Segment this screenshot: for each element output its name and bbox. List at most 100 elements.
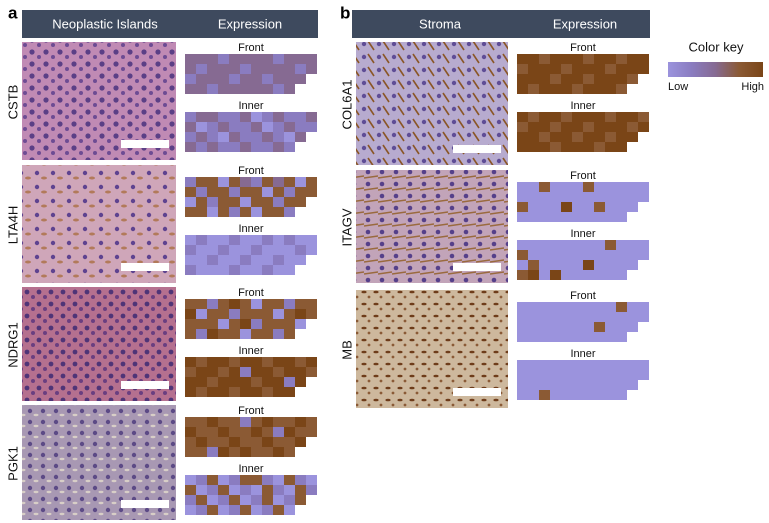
- heatmap-cell: [517, 202, 528, 212]
- heatmap-cell: [273, 437, 284, 447]
- heatmap-cell: [627, 380, 638, 390]
- heatmap-cell: [196, 387, 207, 397]
- heatmap-cell: [273, 319, 284, 329]
- heatmap-cell: [528, 260, 539, 270]
- heatmap-cell: [218, 265, 229, 275]
- heatmap-cell: [185, 84, 196, 94]
- heatmap-cell: [306, 485, 317, 495]
- color-key-bar: [668, 62, 763, 77]
- heatmap-cell: [262, 495, 273, 505]
- heatmap-cell: [273, 74, 284, 84]
- heatmap-cell: [594, 380, 605, 390]
- heatmap-cell: [594, 212, 605, 222]
- heatmap-cell: [185, 54, 196, 64]
- heatmap-cell: [251, 437, 262, 447]
- heatmap-cell: [539, 54, 550, 64]
- heatmap-cell: [196, 122, 207, 132]
- heatmap-cell: [262, 505, 273, 515]
- heatmap-cell: [218, 299, 229, 309]
- heatmap-cell: [572, 370, 583, 380]
- heatmap-cell: [616, 250, 627, 260]
- heatmap-cell: [196, 64, 207, 74]
- heatmap-cell: [273, 54, 284, 64]
- heatmap-cell: [583, 332, 594, 342]
- heatmap-cell: [251, 255, 262, 265]
- heatmap-cell: [251, 142, 262, 152]
- heatmap-cell: [627, 122, 638, 132]
- heatmap-cell: [594, 270, 605, 280]
- heatmap-cell: [262, 255, 273, 265]
- heatmap-cell: [185, 122, 196, 132]
- heatmap-cell: [594, 122, 605, 132]
- heatmap-cell: [638, 64, 649, 74]
- heatmap-cell: [284, 122, 295, 132]
- heatmap-cell: [627, 322, 638, 332]
- heatmap-cell: [207, 367, 218, 377]
- heatmap-cell: [627, 192, 638, 202]
- heatmap-cell: [605, 380, 616, 390]
- heatmap-cell: [594, 182, 605, 192]
- heatmap-cell: [196, 447, 207, 457]
- heatmap-cell: [207, 447, 218, 457]
- heatmap-cell: [251, 505, 262, 515]
- heatmap-cell: [196, 495, 207, 505]
- heatmap-cell: [262, 319, 273, 329]
- heatmap-cell: [594, 312, 605, 322]
- heatmap-cell: [218, 387, 229, 397]
- heatmap-cell: [196, 377, 207, 387]
- heatmap-cell: [251, 74, 262, 84]
- heatmap-cell: [306, 309, 317, 319]
- heatmap-cell: [229, 357, 240, 367]
- heatmap-cell: [284, 447, 295, 457]
- heatmap-cell: [284, 495, 295, 505]
- heatmap-cell: [594, 390, 605, 400]
- heatmap-cell: [605, 370, 616, 380]
- heatmap-cell: [295, 245, 306, 255]
- heatmap-cell: [207, 255, 218, 265]
- heatmap-cell: [528, 112, 539, 122]
- scale-bar: [121, 381, 169, 389]
- heatmap-cell: [262, 235, 273, 245]
- heatmap-cell: [229, 417, 240, 427]
- heatmap-cell: [262, 329, 273, 339]
- heatmap-cell: [572, 332, 583, 342]
- heatmap-cell: [572, 84, 583, 94]
- heatmap-cell: [605, 132, 616, 142]
- heatmap-cell: [583, 192, 594, 202]
- heatmap-cell: [196, 187, 207, 197]
- heatmap-cell: [207, 54, 218, 64]
- heatmap-cell: [229, 309, 240, 319]
- heatmap-cell: [539, 302, 550, 312]
- heatmap-cell: [583, 212, 594, 222]
- heatmap-cell: [185, 299, 196, 309]
- heatmap-cell: [262, 485, 273, 495]
- heatmap-cell: [517, 142, 528, 152]
- header-bar: [22, 10, 318, 38]
- heatmap-cell: [229, 235, 240, 245]
- header-bar: [352, 10, 650, 38]
- heatmap-cell: [616, 122, 627, 132]
- heatmap-label: Inner: [238, 345, 263, 357]
- heatmap-cell: [185, 207, 196, 217]
- heatmap-cell: [605, 270, 616, 280]
- heatmap-cell: [539, 202, 550, 212]
- heatmap-cell: [229, 197, 240, 207]
- heatmap-cell: [550, 380, 561, 390]
- heatmap-cell: [572, 260, 583, 270]
- heatmap-cell: [262, 187, 273, 197]
- heatmap-cell: [517, 54, 528, 64]
- heatmap-cell: [594, 370, 605, 380]
- heatmap-label: Inner: [238, 223, 263, 235]
- heatmap-cell: [229, 475, 240, 485]
- heatmap-cell: [251, 64, 262, 74]
- heatmap-cell: [605, 312, 616, 322]
- heatmap-cell: [572, 64, 583, 74]
- heatmap-cell: [273, 265, 284, 275]
- heatmap-cell: [594, 322, 605, 332]
- heatmap-cell: [306, 64, 317, 74]
- heatmap-cell: [594, 332, 605, 342]
- heatmap-cell: [240, 505, 251, 515]
- heatmap-cell: [229, 387, 240, 397]
- heatmap-cell: [262, 177, 273, 187]
- heatmap-cell: [638, 192, 649, 202]
